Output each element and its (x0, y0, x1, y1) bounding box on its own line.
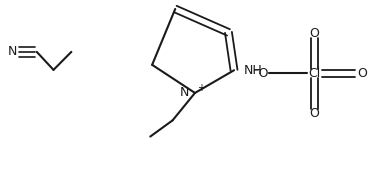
Text: O: O (309, 107, 319, 120)
Text: Cl: Cl (308, 67, 320, 80)
Text: N: N (180, 86, 189, 99)
Text: O: O (309, 27, 319, 40)
Text: +: + (197, 83, 205, 93)
Text: NH: NH (243, 64, 262, 77)
Text: ⁻O: ⁻O (252, 67, 268, 80)
Text: N: N (8, 45, 17, 58)
Text: O: O (357, 67, 368, 80)
